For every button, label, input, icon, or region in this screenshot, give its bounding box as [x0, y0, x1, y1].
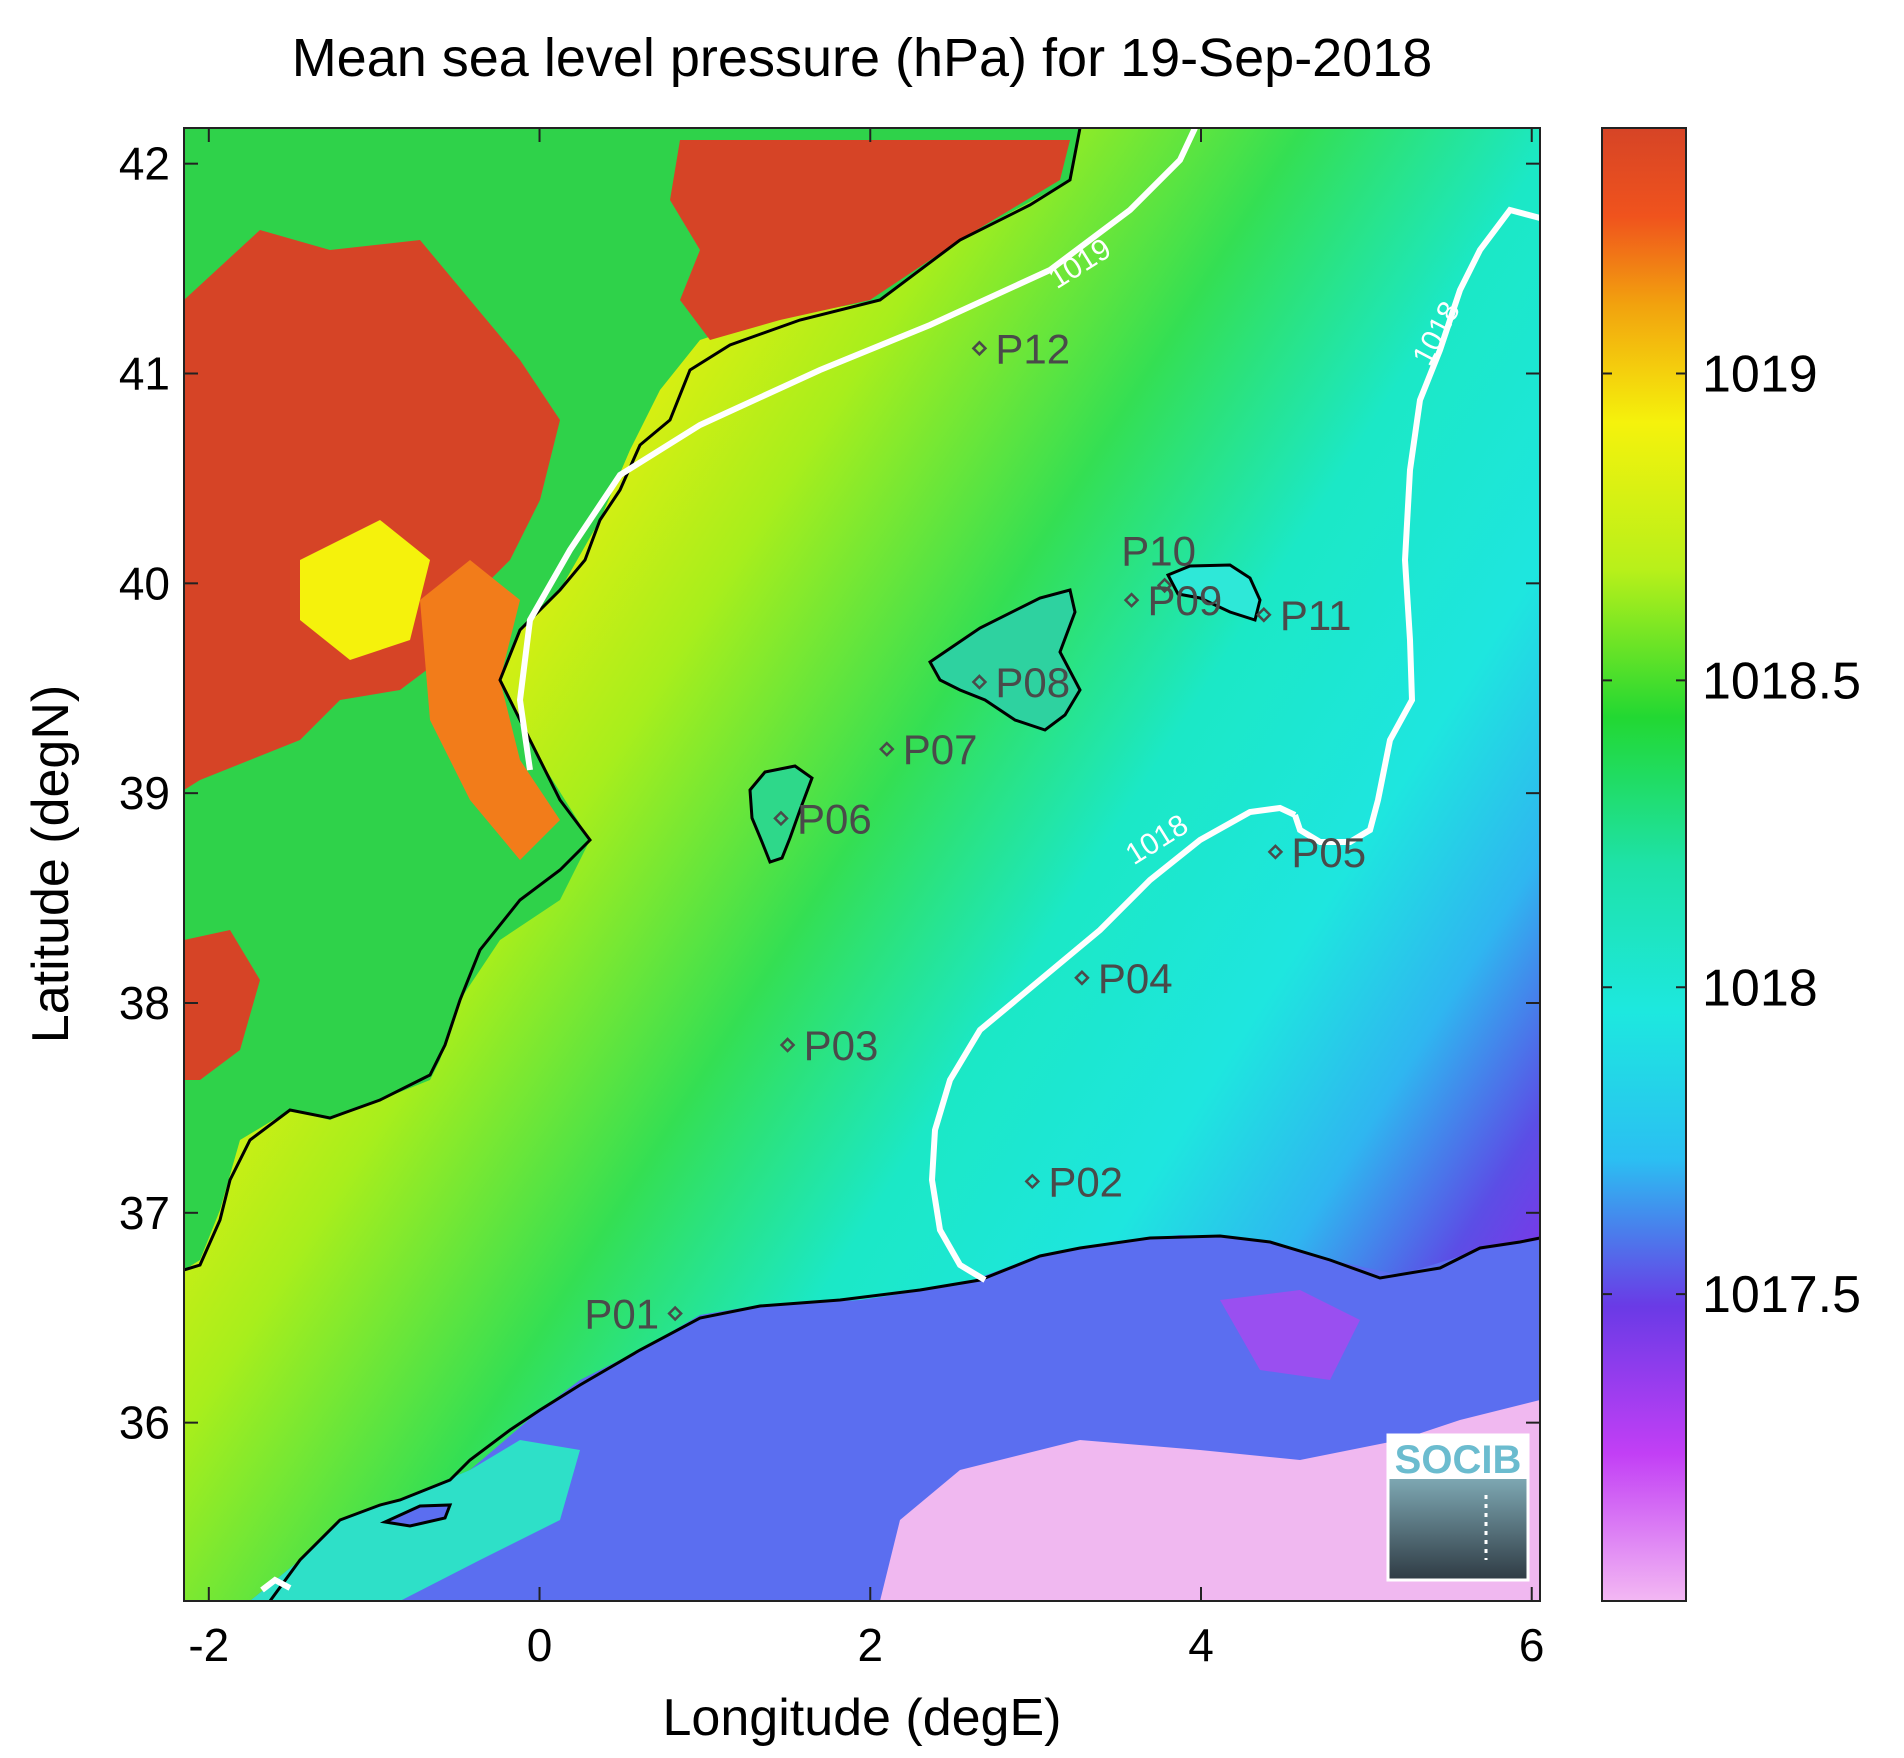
chart-title: Mean sea level pressure (hPa) for 19-Sep…: [292, 28, 1433, 88]
land-iberia-yellow: [300, 520, 430, 660]
y-tick-label: 41: [119, 348, 170, 400]
site-label-p11: P11: [1280, 592, 1352, 639]
y-tick-label: 38: [119, 977, 170, 1029]
island-alboran: [379, 1503, 453, 1528]
y-axis-title: Latitude (degN): [22, 685, 80, 1043]
site-marker-p07: [879, 741, 895, 757]
socib-logo-text: SOCIB: [1395, 1438, 1522, 1482]
y-tick-label: 42: [119, 138, 170, 190]
site-marker-p09: [1123, 592, 1140, 608]
colorbar: [1601, 127, 1687, 1602]
x-tick-label: 0: [527, 1619, 553, 1671]
site-label-p02: P02: [1048, 1158, 1123, 1205]
site-label-p04: P04: [1098, 955, 1173, 1002]
land-iberia-highlands: [184, 230, 560, 790]
land-iberia-south-red: [184, 930, 260, 1080]
contour-1018-north: [1292, 206, 1540, 845]
colorbar-ticks: 1017.5 1018 1018.5 1019: [1602, 346, 1861, 1324]
land-iberia-east-orange: [420, 560, 560, 860]
colorbar-tick-label: 1017.5: [1702, 1266, 1861, 1324]
x-axis: -2 0 2 4 6: [188, 128, 1545, 1671]
socib-logo: SOCIB: [1386, 1433, 1530, 1582]
colorbar-tick-label: 1019: [1702, 346, 1818, 404]
island-menorca: [1165, 563, 1262, 622]
x-axis-title: Longitude (degE): [663, 1689, 1062, 1747]
site-marker-p02: [1024, 1173, 1041, 1190]
site-label-p03: P03: [804, 1022, 879, 1069]
contour-1019: [516, 128, 1198, 771]
plot-frame: [183, 127, 1541, 1602]
site-label-p08: P08: [995, 659, 1070, 706]
site-label-p12: P12: [995, 325, 1070, 372]
x-tick-label: -2: [188, 1619, 229, 1671]
plot-area: [184, 128, 1540, 1601]
land-north-africa-purple: [1220, 1290, 1360, 1380]
site-label-p05: P05: [1291, 829, 1366, 876]
x-tick-label: 2: [857, 1619, 883, 1671]
land-iberia-coastal-belt: [670, 140, 1070, 340]
colorbar-tick-label: 1018: [1702, 959, 1818, 1017]
land-north-africa-pink: [880, 1400, 1540, 1601]
y-tick-label: 36: [119, 1397, 170, 1449]
site-marker-p08: [971, 674, 988, 690]
colorbar-tick-label: 1018.5: [1702, 652, 1861, 710]
site-marker-p06: [773, 810, 789, 827]
coastline-africa: [268, 1234, 1540, 1601]
site-marker-p12: [971, 340, 988, 357]
coastline-iberia: [184, 128, 1082, 1272]
contour-1019-southwest-fragment: [260, 1576, 292, 1593]
site-label-p10: P10: [1121, 527, 1196, 574]
y-tick-label: 37: [119, 1187, 170, 1239]
site-label-p06: P06: [797, 795, 872, 842]
site-marker-p05: [1267, 844, 1284, 860]
site-marker-p03: [779, 1037, 796, 1053]
x-tick-label: 6: [1519, 1619, 1545, 1671]
site-label-p07: P07: [903, 726, 978, 773]
site-label-p01: P01: [584, 1291, 659, 1338]
site-marker-p10: [1156, 577, 1173, 594]
island-mallorca: [928, 588, 1082, 732]
x-tick-label: 4: [1188, 1619, 1214, 1671]
site-marker-p11: [1256, 607, 1272, 623]
y-axis: 36 37 38 39 40 41 42: [119, 138, 1540, 1449]
site-marker-p01: [667, 1305, 683, 1322]
site-marker-p04: [1074, 970, 1090, 986]
y-tick-label: 39: [119, 767, 170, 819]
contour-1018-south: [928, 804, 1297, 1283]
y-tick-label: 40: [119, 557, 170, 609]
